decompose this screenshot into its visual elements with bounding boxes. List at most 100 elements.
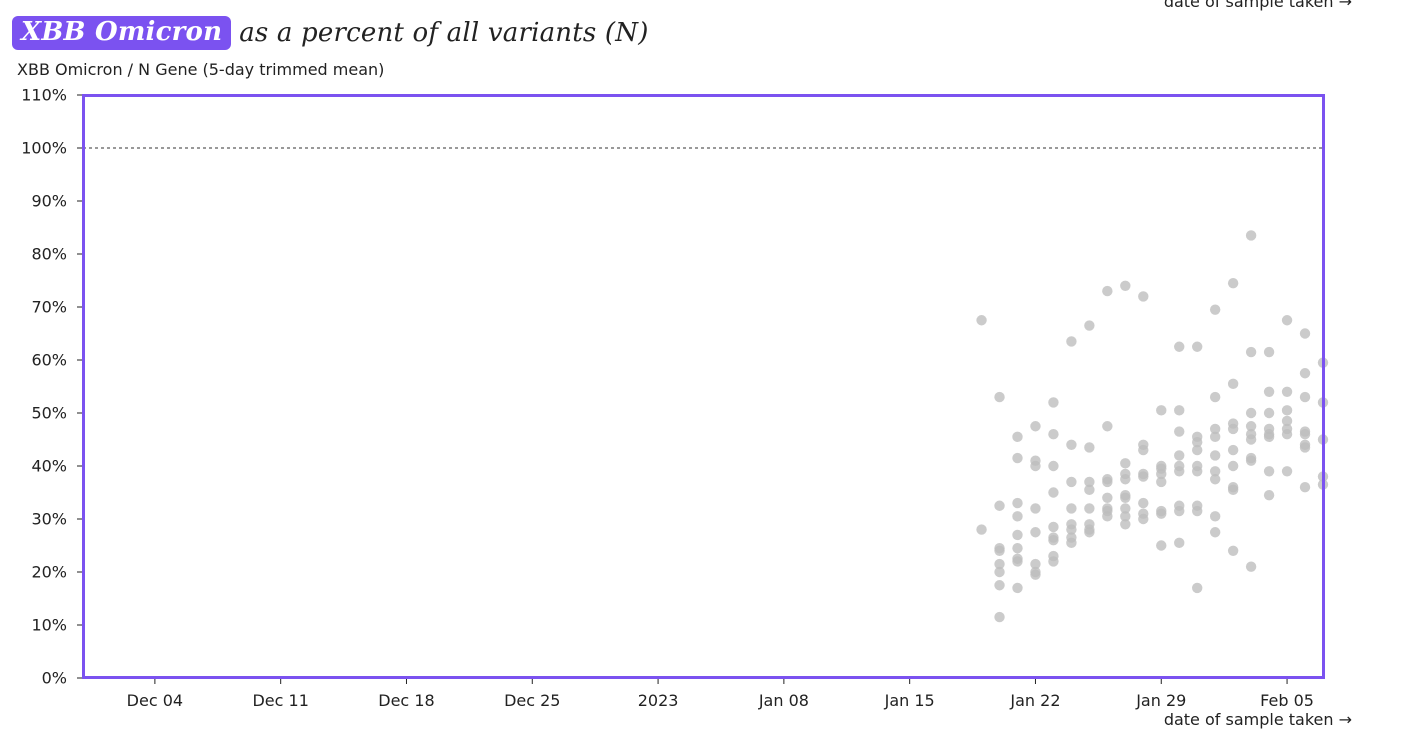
data-point [1245,434,1257,445]
data-point [1156,505,1167,517]
data-point [1120,519,1131,530]
data-point [1263,407,1275,419]
data-point [1227,277,1239,289]
data-point [1084,442,1095,453]
data-point [1174,466,1185,477]
x-tick-label: Jan 22 [1009,691,1060,710]
y-tick-label: 90% [31,192,67,211]
x-tick-label: Dec 11 [252,691,308,710]
y-tick-label: 70% [31,298,67,317]
chart-title: XBB Omicron as a percent of all variants… [12,16,649,50]
data-point [1030,527,1041,538]
data-point [1138,471,1149,482]
data-point [1209,474,1221,485]
data-point [1192,505,1203,517]
data-point [1048,487,1059,498]
data-point [1299,368,1311,379]
data-point [1245,561,1257,572]
data-point [1066,476,1077,488]
data-point [1120,511,1131,522]
data-point [1012,582,1023,594]
data-point [1138,513,1149,525]
data-point [994,580,1005,591]
x-tick-label: Dec 25 [504,691,560,710]
x-tick-label: Jan 29 [1135,691,1186,710]
data-point [994,545,1005,556]
data-point [1012,556,1023,567]
data-point [1048,429,1059,440]
data-point [1030,503,1041,514]
data-point [1174,505,1185,517]
data-point [1120,492,1131,503]
data-point [1066,503,1077,514]
data-point [1012,431,1023,443]
data-point [1263,386,1275,397]
y-tick-label: 20% [31,563,67,582]
data-point [994,566,1005,578]
data-point [1227,444,1239,456]
data-point [1048,397,1059,408]
data-point [1066,524,1077,535]
data-point [1263,489,1275,501]
data-point [1245,421,1257,432]
data-point [1245,346,1257,358]
data-point [1174,405,1185,416]
data-point [1102,492,1113,503]
data-point [1263,466,1275,477]
data-point [1227,484,1239,496]
x-tick-label: Jan 15 [884,691,935,710]
data-point [976,524,987,535]
plot-frame [82,94,1325,679]
data-point [994,558,1005,570]
data-point [1048,532,1059,543]
data-point [1299,482,1311,493]
x-tick-label: Jan 08 [758,691,809,710]
data-point [1227,423,1239,435]
data-point [1209,527,1221,538]
data-point [1156,540,1167,551]
data-point [976,315,987,326]
data-point [1299,328,1311,339]
data-point [1245,455,1257,466]
data-point [1138,497,1149,509]
data-point [1120,458,1131,469]
data-point [1084,484,1095,496]
data-point [1066,537,1077,549]
data-point [994,500,1005,511]
y-tick-label: 100% [21,139,67,158]
data-point [1192,582,1203,594]
data-point [1156,476,1167,488]
data-point [1012,511,1023,522]
top-x-axis-label: date of sample taken → [1163,0,1352,11]
y-axis-label: XBB Omicron / N Gene (5-day trimmed mean… [17,60,385,79]
y-tick-label: 60% [31,351,67,370]
data-point [1048,521,1059,533]
data-point [1156,405,1167,416]
data-points [976,230,1329,623]
data-point [1102,511,1113,522]
data-point [1120,474,1131,485]
data-point [1030,558,1041,570]
data-point [1281,315,1293,326]
data-point [1209,466,1221,477]
data-point [1102,421,1113,432]
data-point [1209,423,1221,435]
data-point [1192,436,1203,448]
data-point [1012,452,1023,464]
data-point [994,391,1005,403]
data-point [1174,426,1185,437]
y-axis: 0% 10% 20% 30% 40% 50% 60% 70% 80% 90% 100% 110% [21,86,83,688]
data-point [1281,405,1293,416]
data-point [1245,407,1257,419]
data-point [1120,503,1131,514]
data-point [1245,230,1257,241]
data-point [1084,503,1095,514]
x-tick-label: Feb 05 [1260,691,1314,710]
data-point [1120,280,1131,291]
data-point [1209,391,1221,403]
data-point [1012,497,1023,509]
data-point [1174,341,1185,352]
data-point [1102,476,1113,488]
data-point [1299,442,1311,453]
data-point [1192,444,1203,456]
